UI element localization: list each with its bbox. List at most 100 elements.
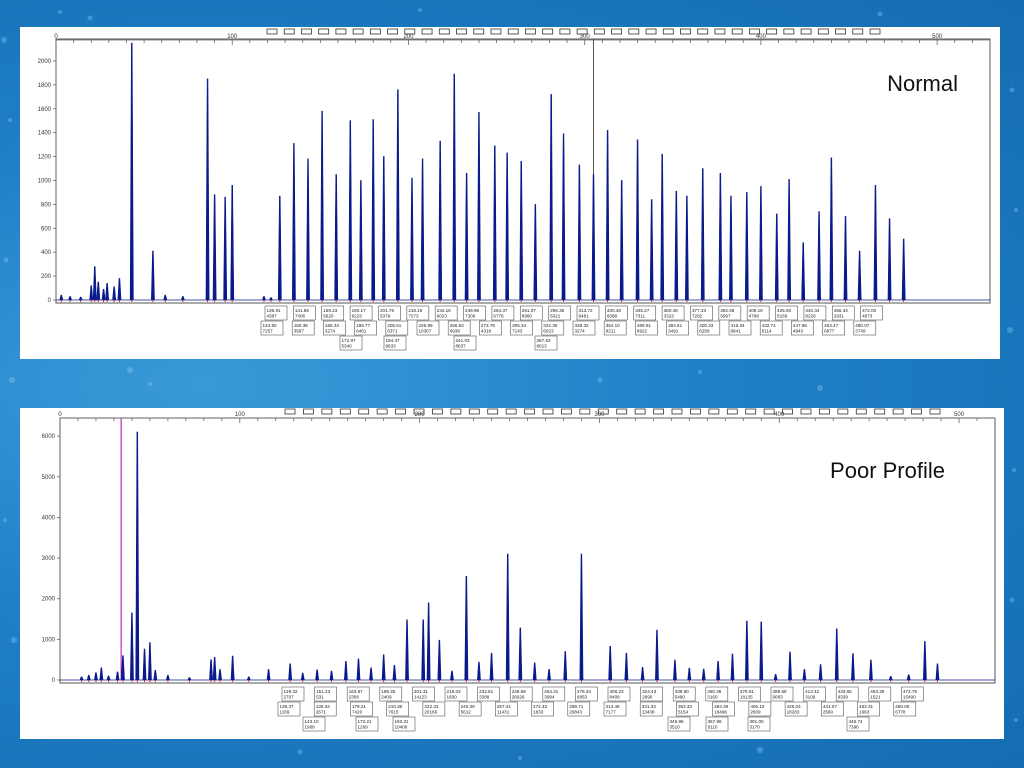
peak-label-height: 18135 — [740, 695, 753, 700]
peak-label-box — [635, 320, 658, 336]
trace-peak — [288, 663, 293, 681]
electropherogram-normal-panel: 0 100 200 300 400 500 0 200 400 600 800 1000 1200 140… — [20, 27, 1000, 359]
trace-peak — [356, 658, 361, 681]
bin-marker — [714, 28, 726, 35]
bin-marker — [911, 408, 922, 415]
trace-peak — [180, 296, 185, 301]
peak-label-height: 9339 — [838, 695, 849, 700]
peak-label-size: 272.43 — [533, 704, 547, 709]
trace-peak — [381, 654, 386, 681]
peak-label-height: 3587 — [294, 329, 305, 334]
peak-label-box — [434, 305, 458, 321]
bin-marker — [525, 28, 536, 35]
trace-peak — [857, 250, 862, 301]
peak-label-box — [495, 701, 518, 717]
bin-marker — [616, 408, 628, 415]
peak-label-height: 3994 — [544, 695, 555, 700]
trace-peak — [94, 672, 98, 681]
peak-label-box — [718, 305, 742, 321]
trace-peak — [619, 180, 624, 301]
peak-label-size: 305.34 — [512, 323, 526, 328]
trace-peak — [729, 195, 733, 301]
trace-peak — [673, 659, 677, 681]
peak-label-size: 150.38 — [294, 323, 308, 328]
bin-marker — [697, 28, 709, 35]
peak-label-size: 376.91 — [740, 689, 754, 694]
peak-label-box — [676, 701, 699, 717]
peak-label-size: 406.10 — [750, 704, 764, 709]
peak-label-height: 6371 — [387, 329, 398, 334]
peak-label-size: 136.91 — [267, 308, 281, 313]
bin-marker — [413, 408, 425, 415]
peak-label-height: 3388 — [479, 695, 490, 700]
peak-label-size: 134.50 — [263, 323, 277, 328]
peak-label-box — [277, 701, 301, 717]
peak-label-size: 480.07 — [855, 323, 869, 328]
bin-marker — [266, 28, 278, 35]
trace-peak — [561, 133, 566, 301]
peak-label-size: 257.41 — [497, 704, 511, 709]
peak-label-size: 306.23 — [610, 689, 624, 694]
trace-peak — [851, 653, 855, 681]
trace-peak — [477, 661, 481, 681]
peak-label-height: 531 — [316, 695, 324, 700]
peak-label-box — [548, 305, 571, 321]
peak-label-size: 264.37 — [493, 308, 507, 313]
trace-peak — [788, 651, 792, 681]
peak-label-height: 1833 — [533, 710, 544, 715]
peak-label-box — [712, 701, 735, 717]
peak-label-height: 6223 — [352, 314, 363, 319]
trace-peak — [655, 629, 659, 681]
peak-label-box — [479, 320, 502, 336]
trace-peak — [888, 676, 893, 681]
peak-label-height: 6778 — [895, 710, 906, 715]
x-axis: 0 100 200 300 400 500 — [58, 412, 996, 423]
bin-marker — [376, 408, 388, 415]
electropherogram-normal-chart: 0 100 200 300 400 500 0 200 400 600 800 1000 1200 140… — [38, 28, 991, 351]
peak-label-size: 313.48 — [606, 704, 620, 709]
peak-label-height: 4873 — [862, 314, 873, 319]
x-tick-label: 400 — [756, 34, 767, 40]
peak-label-height: 3160 — [707, 695, 718, 700]
peak-label-box — [835, 686, 859, 702]
x-axis: 0 100 200 300 400 500 — [54, 34, 991, 45]
bin-marker — [874, 408, 886, 415]
trace-peak — [774, 213, 779, 301]
peak-label-height: 1663 — [859, 710, 870, 715]
trace-peak — [348, 120, 353, 301]
bin-marker — [421, 28, 433, 35]
peak-label-height: 4387 — [267, 314, 278, 319]
peak-label-size: 273.76 — [481, 323, 495, 328]
peak-label-box — [803, 305, 827, 321]
bin-marker — [468, 408, 480, 415]
peak-label-size: 425.04 — [787, 704, 801, 709]
peak-label-height: 2671 — [316, 710, 327, 715]
trace-peak — [660, 153, 665, 301]
peak-label-height: 2931 — [834, 314, 845, 319]
peak-label-box — [313, 701, 337, 717]
peak-label-size: 338.32 — [575, 323, 589, 328]
peak-label-box — [291, 320, 315, 336]
trace-peak — [464, 173, 469, 301]
peak-label-height: 5997 — [720, 314, 731, 319]
peak-label-height: 5379 — [380, 314, 391, 319]
peak-label-box — [567, 701, 591, 717]
trace-peak — [906, 674, 911, 681]
trace-peak — [205, 78, 210, 301]
peak-label-box — [728, 320, 752, 336]
trace-peak — [744, 192, 749, 301]
trace-peak — [759, 186, 763, 301]
bin-marker — [645, 28, 657, 35]
